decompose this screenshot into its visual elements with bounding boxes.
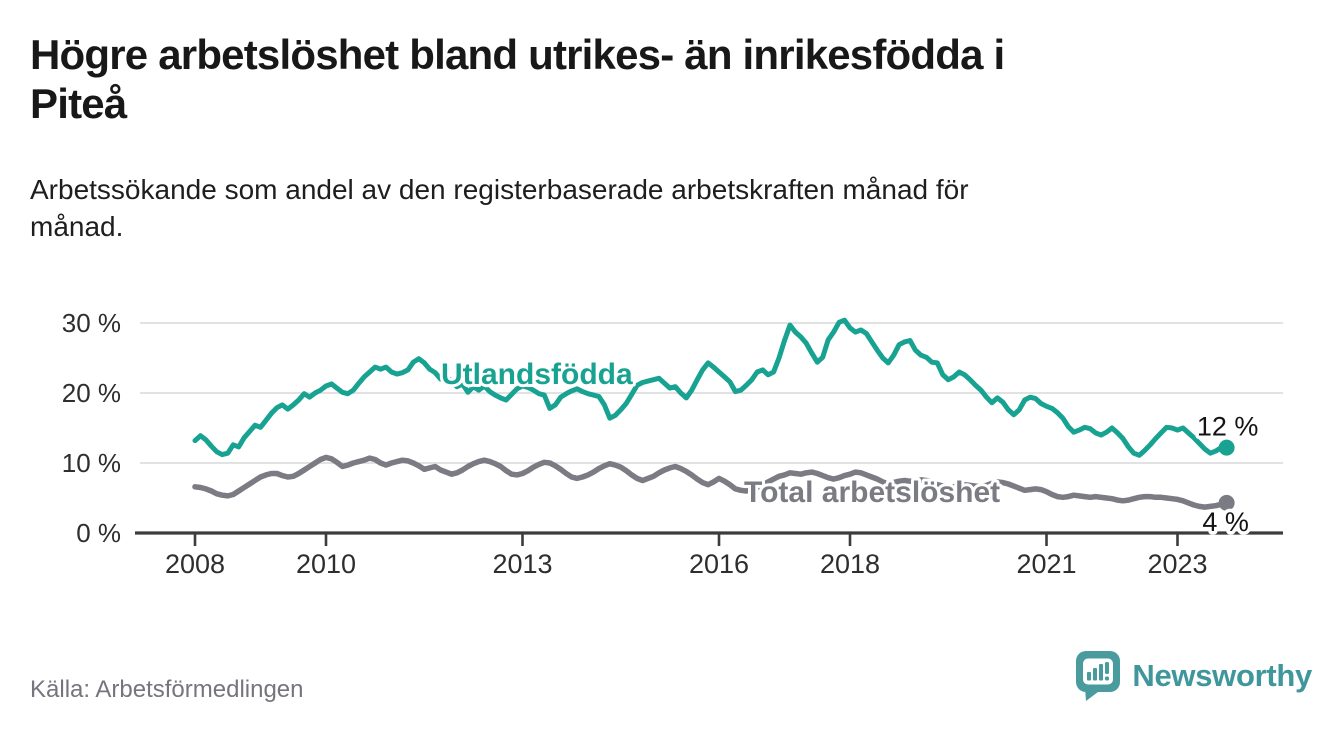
series-labels: Utlandsfödda 12 % Total arbetslöshet 4 % [438,355,1262,540]
x-tick-label: 2016 [689,549,749,579]
x-tick-label: 2021 [1016,549,1076,579]
newsworthy-logo-text: Newsworthy [1132,658,1312,693]
y-axis-labels: 0 % 10 % 20 % 30 % [62,308,121,548]
end-value-label-utlandsfodda: 12 % [1197,412,1259,442]
x-tick-label: 2023 [1147,549,1207,579]
y-tick-label: 10 % [62,448,121,478]
end-value-label-total-arbetsloshet: 4 % [1202,507,1249,537]
gridlines [140,322,1283,464]
chart-subtitle-line-2: månad. [30,210,124,242]
series-line-total-arbetsloshet [192,454,1230,510]
x-tick-label: 2018 [820,549,880,579]
x-tick-label: 2008 [165,549,225,579]
series-end-dot-utlandsfodda [1218,439,1235,456]
series-lines [192,317,1230,510]
y-tick-label: 20 % [62,378,121,408]
newsworthy-logo: Newsworthy [1075,650,1312,702]
page-title: Högre arbetslöshet bland utrikes- än inr… [30,30,1300,128]
chart-subtitle-line-1: Arbetssökande som andel av den registerb… [30,174,969,205]
series-end-dot-total-arbetsloshet [1218,494,1235,511]
source-caption: Källa: Arbetsförmedlingen [30,676,304,703]
series-label-total-arbetsloshet: Total arbetslöshet [744,476,1000,509]
x-tick-label: 2010 [296,549,356,579]
y-tick-label: 30 % [62,308,121,338]
y-tick-label: 0 % [76,518,121,548]
newsworthy-logo-icon [1076,651,1121,701]
series-label-utlandsfodda: Utlandsfödda [441,358,633,391]
chart-subtitle: Arbetssökande som andel av den registerb… [30,172,1280,246]
x-tick-label: 2013 [492,549,552,579]
series-line-utlandsfodda [192,317,1230,458]
x-axis [135,531,1283,546]
page-title-line-1: Högre arbetslöshet bland utrikes- än inr… [30,31,1005,78]
page-title-line-2: Piteå [30,80,127,128]
x-axis-labels: 2008 2010 2013 2016 2018 2021 2023 [165,549,1208,579]
